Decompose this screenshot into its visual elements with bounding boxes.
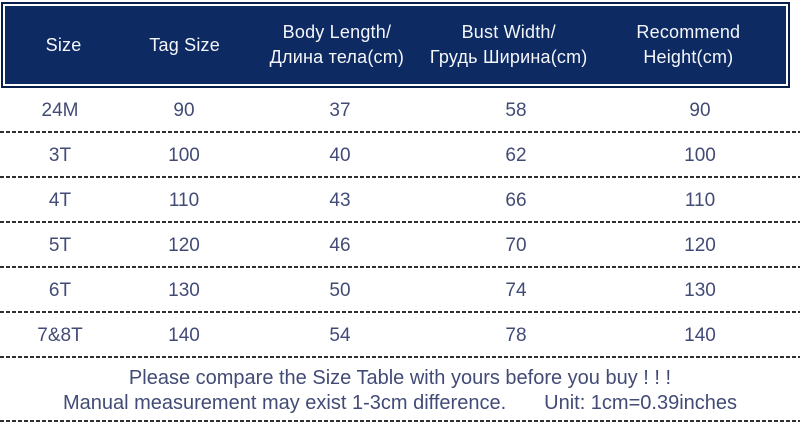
footer-unit-text: Unit: 1cm=0.39inches	[544, 392, 738, 414]
footer-note-compare: Please compare the Size Table with yours…	[128, 367, 672, 389]
table-row: 6T 130 50 74 130	[0, 268, 800, 313]
footer-notes: Please compare the Size Table with yours…	[0, 365, 800, 416]
table-body: 24M 90 37 58 90 3T 100 40 62 100 4T 110 43 66 110 5T 120…	[0, 88, 800, 358]
table-cell: 40	[329, 144, 351, 166]
bottom-divider	[0, 420, 800, 422]
table-row: 7&8T 140 54 78 140	[0, 313, 800, 358]
table-cell: 100	[684, 144, 716, 166]
table-cell: 6T	[48, 279, 72, 301]
header-cell-1: Tag Size	[149, 34, 220, 55]
table-cell: 5T	[48, 234, 72, 256]
table-cell: 110	[684, 189, 716, 211]
footer-measurement-text: Manual measurement may exist 1-3cm diffe…	[62, 392, 507, 414]
table-cell: 70	[505, 234, 527, 256]
table-cell: 54	[329, 324, 351, 346]
table-cell: 4T	[48, 189, 72, 211]
table-cell: 130	[684, 279, 716, 301]
table-row: 5T 120 46 70 120	[0, 223, 800, 268]
table-cell: 74	[505, 279, 527, 301]
table-row: 4T 110 43 66 110	[0, 178, 800, 223]
table-cell: 110	[168, 189, 200, 211]
table-cell: 66	[505, 189, 527, 211]
header-cell-0: Size	[45, 34, 82, 55]
table-cell: 3T	[48, 144, 72, 166]
table-cell: 90	[689, 99, 711, 121]
header-cell-2: Body Length/Длина тела(cm)	[269, 22, 405, 67]
table-header-frame: Size Tag Size Body Length/Длина тела(cm) Bu…	[1, 2, 790, 88]
table-cell: 100	[168, 144, 200, 166]
table-cell: 78	[505, 324, 527, 346]
table-cell: 120	[684, 234, 716, 256]
table-cell: 62	[505, 144, 527, 166]
table-cell: 37	[329, 99, 351, 121]
table-cell: 120	[168, 234, 200, 256]
table-cell: 58	[505, 99, 527, 121]
footer-note-measurement: Manual measurement may exist 1-3cm diffe…	[0, 391, 800, 416]
header-cell-3: Bust Width/Грудь Ширина(cm)	[429, 22, 588, 67]
table-cell: 50	[329, 279, 351, 301]
table-cell: 140	[168, 324, 200, 346]
table-row: 24M 90 37 58 90	[0, 88, 800, 133]
table-cell: 90	[173, 99, 195, 121]
table-cell: 43	[329, 189, 351, 211]
table-cell: 24M	[41, 99, 79, 121]
table-cell: 130	[168, 279, 200, 301]
table-cell: 46	[329, 234, 351, 256]
table-cell: 140	[684, 324, 716, 346]
header-cell-4: Recommend Height(cm)	[636, 22, 741, 67]
table-header-row: Size Tag Size Body Length/Длина тела(cm) Bu…	[5, 6, 786, 84]
table-row: 3T 100 40 62 100	[0, 133, 800, 178]
table-cell: 7&8T	[37, 324, 83, 346]
